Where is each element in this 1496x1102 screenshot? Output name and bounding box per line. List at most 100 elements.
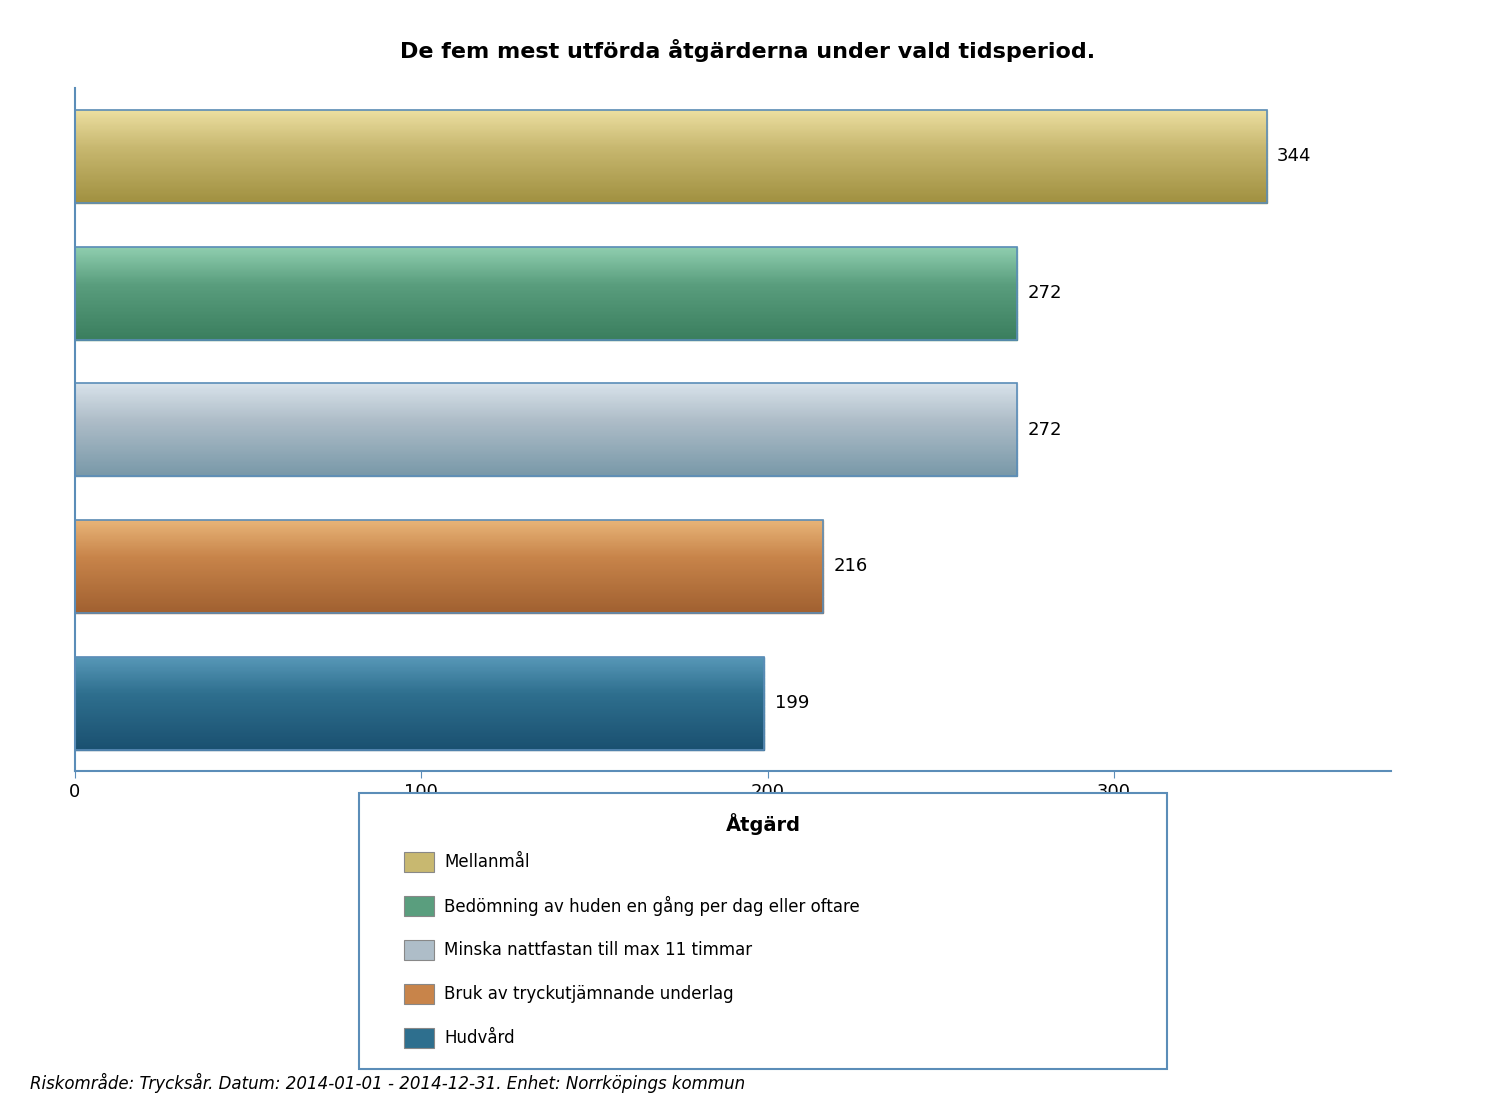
Bar (75, 465, 1017, 466)
Bar (75, 326, 1017, 327)
Bar (75, 406, 1017, 407)
Bar (75, 746, 764, 747)
Bar (75, 449, 1017, 450)
Bar (75, 421, 1017, 422)
Bar (75, 561, 823, 562)
Bar (75, 455, 1017, 456)
Bar (75, 674, 764, 676)
Text: Mellanmål: Mellanmål (444, 853, 530, 871)
Bar (75, 110, 1267, 203)
Bar (75, 601, 823, 602)
Bar (75, 298, 1017, 299)
Bar (75, 560, 823, 561)
Bar (75, 196, 1267, 197)
Bar (75, 267, 1017, 268)
Bar (75, 152, 1267, 153)
Bar (75, 247, 1017, 248)
Bar (75, 456, 1017, 457)
Bar (75, 527, 823, 528)
Bar (75, 402, 1017, 403)
Bar (75, 563, 823, 564)
Bar (75, 411, 1017, 412)
Bar (75, 732, 764, 733)
Bar (75, 442, 1017, 443)
Bar (75, 187, 1267, 190)
Bar (75, 397, 1017, 399)
Bar (75, 143, 1267, 144)
Bar (75, 388, 1017, 389)
Bar (75, 706, 764, 707)
Bar (75, 111, 1267, 112)
Bar (75, 573, 823, 574)
Bar (75, 588, 823, 590)
Bar (75, 594, 823, 595)
Bar (75, 722, 764, 723)
Bar (75, 581, 823, 582)
Bar (75, 712, 764, 713)
Bar (75, 336, 1017, 337)
Bar (75, 137, 1267, 138)
Bar (75, 115, 1267, 116)
Bar (75, 162, 1267, 163)
Bar (75, 407, 1017, 408)
Bar (75, 672, 764, 673)
Bar (75, 552, 823, 553)
Bar (75, 542, 823, 543)
Bar (75, 452, 1017, 453)
Bar (75, 744, 764, 745)
Bar (75, 731, 764, 732)
Bar (75, 745, 764, 746)
Bar (75, 392, 1017, 393)
Bar (75, 543, 823, 544)
Bar (75, 463, 1017, 464)
Bar (75, 669, 764, 670)
Bar (75, 445, 1017, 446)
Bar (75, 698, 764, 699)
Bar (75, 680, 764, 681)
Bar (75, 575, 823, 576)
Bar (75, 585, 823, 586)
Bar (75, 451, 1017, 452)
Bar (75, 424, 1017, 425)
Bar (75, 266, 1017, 267)
Bar (75, 725, 764, 726)
Bar (75, 734, 764, 736)
Bar (75, 658, 764, 659)
Bar (75, 139, 1267, 140)
Bar (75, 685, 764, 687)
Bar (75, 700, 764, 701)
Bar (75, 590, 823, 591)
Bar (75, 430, 1017, 431)
Bar (75, 659, 764, 660)
Bar (75, 165, 1267, 166)
Bar (75, 191, 1267, 192)
Bar (75, 570, 823, 571)
Bar (75, 194, 1267, 195)
Bar (75, 248, 1017, 249)
Bar (75, 281, 1017, 283)
Bar (75, 412, 1017, 413)
Bar (75, 553, 823, 554)
Bar (75, 464, 1017, 465)
Bar (75, 153, 1267, 154)
Bar (75, 721, 764, 722)
Bar (75, 468, 1017, 469)
Bar (75, 471, 1017, 472)
Bar (75, 300, 1017, 301)
Bar (75, 321, 1017, 322)
Bar (75, 404, 1017, 406)
Bar (75, 720, 764, 721)
Bar (75, 323, 1017, 324)
Bar (75, 429, 1017, 430)
Bar (75, 702, 764, 703)
Bar (75, 597, 823, 599)
Bar (75, 557, 823, 558)
Text: Åtgärd: Åtgärd (726, 813, 800, 835)
Bar (75, 596, 823, 597)
Bar (75, 748, 764, 749)
Bar (75, 580, 823, 581)
Bar (75, 540, 823, 541)
Text: 199: 199 (775, 694, 809, 712)
Bar (75, 728, 764, 730)
Bar (75, 696, 764, 698)
